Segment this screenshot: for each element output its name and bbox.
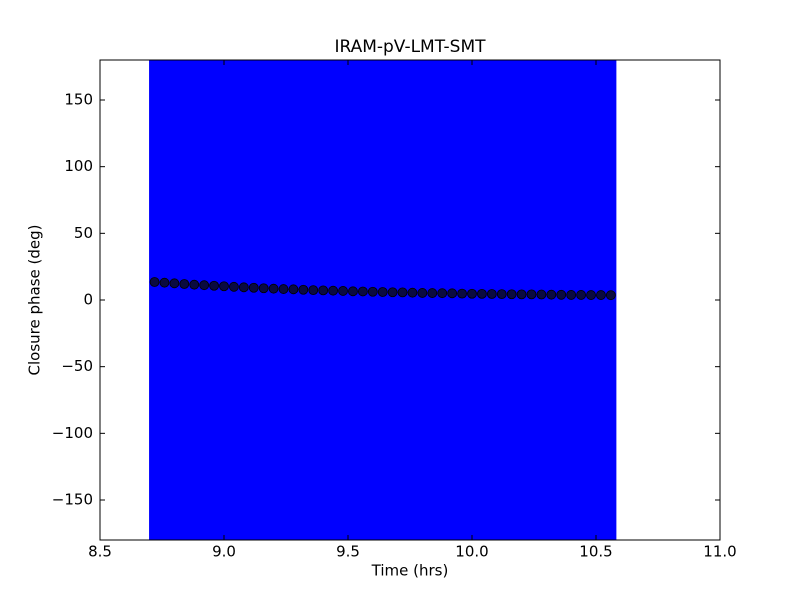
y-axis-label: Closure phase (deg) bbox=[26, 225, 44, 376]
plot-area bbox=[149, 60, 617, 540]
data-point bbox=[437, 288, 448, 299]
x-tick-label: 9.5 bbox=[336, 543, 360, 561]
data-point bbox=[546, 289, 557, 300]
y-tick-label: −150 bbox=[52, 491, 93, 509]
data-point bbox=[298, 284, 309, 295]
data-point bbox=[328, 285, 339, 296]
data-point bbox=[377, 287, 388, 297]
data-point bbox=[258, 283, 269, 294]
data-point bbox=[209, 280, 219, 291]
data-point bbox=[357, 286, 368, 297]
x-tick-label: 8.5 bbox=[88, 543, 112, 561]
data-point bbox=[556, 289, 567, 300]
data-point bbox=[169, 278, 180, 289]
data-point bbox=[447, 288, 458, 299]
data-point bbox=[387, 287, 398, 298]
data-point bbox=[189, 279, 200, 290]
data-point bbox=[506, 289, 517, 300]
x-tick-label: 10.0 bbox=[455, 543, 488, 561]
data-point bbox=[229, 281, 239, 292]
y-tick-label: −100 bbox=[52, 424, 93, 442]
data-point bbox=[486, 289, 497, 299]
data-point bbox=[238, 282, 249, 293]
data-point bbox=[576, 290, 587, 300]
data-point bbox=[159, 277, 170, 288]
y-tick-label: 0 bbox=[83, 291, 93, 309]
data-point bbox=[199, 280, 210, 291]
x-tick-label: 10.5 bbox=[579, 543, 612, 561]
data-point bbox=[348, 286, 358, 297]
x-tick-label: 9.0 bbox=[212, 543, 236, 561]
data-point bbox=[605, 290, 616, 301]
data-point bbox=[308, 285, 319, 296]
x-axis-label: Time (hrs) bbox=[371, 562, 449, 580]
data-point bbox=[496, 289, 507, 300]
data-point bbox=[248, 282, 259, 293]
data-point bbox=[397, 287, 408, 298]
data-point bbox=[586, 290, 596, 300]
data-point bbox=[477, 288, 487, 299]
chart-title: IRAM-pV-LMT-SMT bbox=[334, 37, 486, 57]
data-point bbox=[526, 289, 537, 300]
data-point bbox=[367, 286, 378, 297]
data-point bbox=[536, 289, 547, 300]
y-tick-label: 150 bbox=[64, 91, 93, 109]
data-point bbox=[407, 287, 418, 298]
data-point bbox=[516, 289, 527, 300]
data-point bbox=[467, 288, 477, 299]
data-point bbox=[288, 284, 299, 295]
data-point bbox=[268, 283, 279, 294]
data-point bbox=[219, 281, 229, 292]
x-tick-label: 11.0 bbox=[703, 543, 736, 561]
data-point bbox=[318, 285, 329, 296]
data-point bbox=[457, 288, 467, 299]
data-point bbox=[427, 288, 438, 298]
data-point bbox=[338, 286, 348, 296]
y-tick-label: 50 bbox=[74, 224, 93, 242]
data-point bbox=[278, 284, 289, 294]
data-point bbox=[149, 277, 160, 287]
y-tick-label: 100 bbox=[64, 157, 93, 175]
data-point bbox=[179, 279, 190, 289]
y-tick-label: −50 bbox=[61, 357, 93, 375]
data-point bbox=[566, 290, 577, 300]
data-point bbox=[596, 290, 606, 300]
data-point bbox=[417, 288, 428, 298]
